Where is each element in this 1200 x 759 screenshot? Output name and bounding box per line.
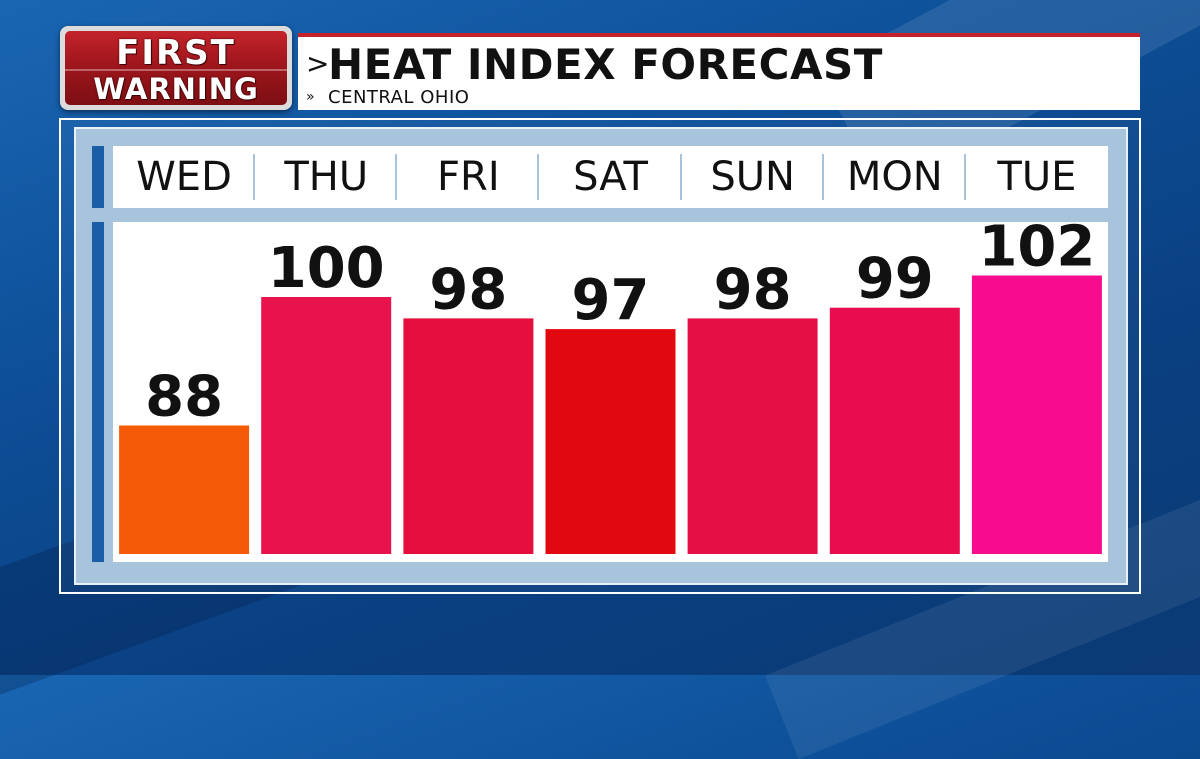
day-separator — [963, 154, 966, 200]
day-label-text: TUE — [997, 154, 1077, 200]
bar-value-label: 88 — [145, 365, 223, 430]
day-label-text: THU — [284, 154, 369, 200]
day-label-text: SAT — [573, 154, 648, 200]
day-label: WED — [113, 146, 256, 208]
bar-value-label: 102 — [978, 222, 1095, 280]
page-title: HEAT INDEX FORECAST — [328, 40, 883, 89]
bar-value-label: 98 — [429, 257, 507, 322]
bar-fri — [403, 318, 534, 554]
bar-sat — [545, 329, 676, 554]
day-separator — [253, 154, 256, 200]
bar-value-label: 99 — [856, 247, 934, 312]
day-label: THU — [255, 146, 398, 208]
day-labels-row: WED THU FRI SAT SUN MON TUE — [113, 146, 1108, 208]
bar-chart-svg: 88 100 98 97 98 99 102 — [119, 222, 1102, 554]
day-label: TUE — [966, 146, 1108, 208]
day-separator — [395, 154, 398, 200]
bar-tue — [971, 275, 1102, 554]
bar-chart: 88 100 98 97 98 99 102 — [113, 222, 1108, 562]
bar-value-label: 97 — [572, 268, 650, 333]
day-separator — [679, 154, 682, 200]
page-subtitle: CENTRAL OHIO — [328, 87, 470, 108]
day-row-accent — [92, 146, 104, 208]
day-label-text: FRI — [437, 154, 500, 200]
bar-value-label: 100 — [268, 236, 385, 301]
title-chevron-icon: > — [306, 47, 330, 80]
bar-thu — [261, 297, 392, 554]
day-separator — [537, 154, 540, 200]
day-label: FRI — [397, 146, 540, 208]
logo-divider — [65, 69, 287, 71]
first-warning-logo: FIRST WARNING — [60, 26, 292, 110]
forecast-panel-border — [59, 118, 1141, 594]
day-label-text: WED — [136, 154, 232, 200]
logo-line-first: FIRST — [116, 33, 236, 73]
day-label-text: MON — [846, 154, 943, 200]
subtitle-chevron-icon: » — [306, 89, 315, 105]
header-bar: > HEAT INDEX FORECAST » CENTRAL OHIO — [298, 33, 1140, 110]
day-label: SAT — [539, 146, 682, 208]
bar-sun — [687, 318, 818, 554]
bar-value-label: 98 — [714, 257, 792, 322]
logo-line-warning: WARNING — [93, 72, 259, 106]
logo-badge: FIRST WARNING — [65, 31, 287, 106]
bar-mon — [829, 307, 960, 554]
day-label: MON — [824, 146, 966, 208]
bar-wed — [119, 425, 250, 554]
day-separator — [821, 154, 824, 200]
chart-accent — [92, 222, 104, 562]
day-label: SUN — [682, 146, 824, 208]
day-label-text: SUN — [710, 154, 795, 200]
